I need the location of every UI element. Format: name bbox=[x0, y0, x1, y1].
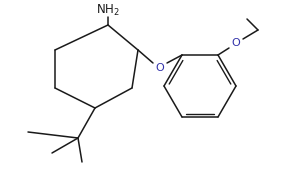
Text: O: O bbox=[232, 38, 240, 48]
Text: NH$_2$: NH$_2$ bbox=[96, 2, 120, 17]
Text: O: O bbox=[156, 63, 164, 73]
